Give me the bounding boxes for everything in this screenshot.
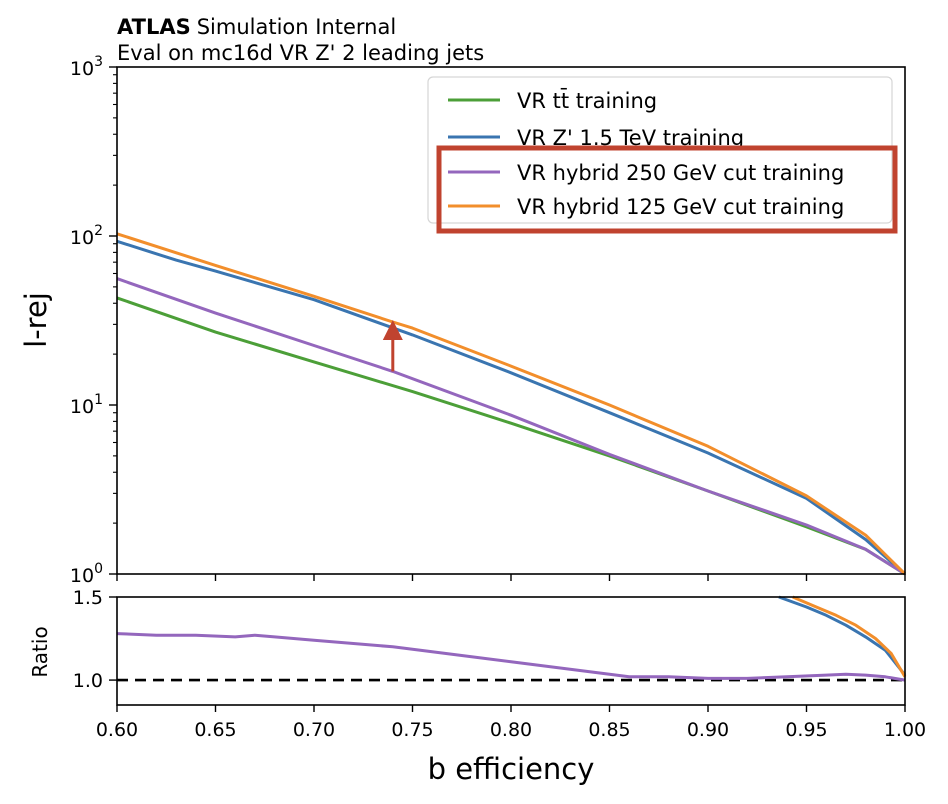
chart-subtitle: Eval on mc16d VR Z' 2 leading jets [117, 41, 484, 65]
x-tick-label: 1.00 [884, 719, 926, 741]
ratio-y-tick-label: 1.0 [73, 670, 103, 692]
atlas-label: ATLAS Simulation Internal [117, 15, 396, 39]
main-y-tick-label: 102 [70, 223, 103, 249]
ratio-y-axis-title: Ratio [28, 626, 52, 677]
ratio-plot-frame [116, 596, 906, 706]
main-x-ticks [116, 574, 906, 581]
x-tick-label: 0.70 [293, 719, 335, 741]
main-y-tick-label: 101 [70, 392, 103, 418]
series-line-vr-z-1-5-tev-training [116, 239, 906, 576]
ratio-y-tick-label: 1.5 [73, 587, 103, 609]
x-tick-label: 0.60 [96, 719, 138, 741]
x-tick-label: 0.85 [588, 719, 630, 741]
annotations [382, 319, 403, 372]
highlight-box [436, 145, 898, 234]
main-y-ticks: 100 101 102 103 [70, 54, 117, 587]
ratio-panel: 0.60 0.65 0.70 0.75 0.80 0.85 0.90 0.95 1.00 1.0… [28, 587, 926, 786]
status-label: Simulation Internal [197, 15, 396, 39]
x-tick-label: 0.95 [785, 719, 827, 741]
main-y-tick-label: 103 [70, 54, 103, 80]
x-tick-label: 0.90 [687, 719, 729, 741]
main-curves [116, 232, 907, 576]
legend-label-vr-hybrid-250-gev-cut-training: VR hybrid 250 GeV cut training [517, 161, 844, 185]
series-line-vr-tt-training [116, 296, 906, 576]
ratio-line-hybrid-125 [792, 595, 907, 678]
main-panel: 100 101 102 103 l-rej [19, 54, 907, 587]
improvement-arrow-head [382, 319, 403, 340]
x-axis-title: b efficiency [428, 752, 595, 786]
x-tick-label: 0.65 [194, 719, 236, 741]
x-tick-label: 0.75 [391, 719, 433, 741]
experiment-name: ATLAS [117, 15, 191, 39]
x-tick-label: 0.80 [490, 719, 532, 741]
series-line-vr-hybrid-250-gev-cut-training [116, 277, 906, 576]
legend-label-vr-hybrid-125-gev-cut-training: VR hybrid 125 GeV cut training [517, 195, 844, 219]
ratio-line-hybrid-250 [116, 632, 906, 682]
series-line-vr-hybrid-125-gev-cut-training [116, 232, 907, 576]
ratio-curves [116, 595, 907, 682]
chart-header: ATLAS Simulation Internal Eval on mc16d V… [117, 15, 484, 65]
main-y-axis-title: l-rej [19, 292, 53, 348]
ratio-line-z-prime [778, 595, 907, 677]
legend-label-vr-tt-training: VR tt̄ training [517, 88, 657, 113]
ratio-y-ticks: 1.0 1.5 [73, 587, 117, 692]
main-y-tick-label: 100 [70, 561, 103, 587]
ratio-x-ticks: 0.60 0.65 0.70 0.75 0.80 0.85 0.90 0.95 1.00 [96, 705, 926, 741]
